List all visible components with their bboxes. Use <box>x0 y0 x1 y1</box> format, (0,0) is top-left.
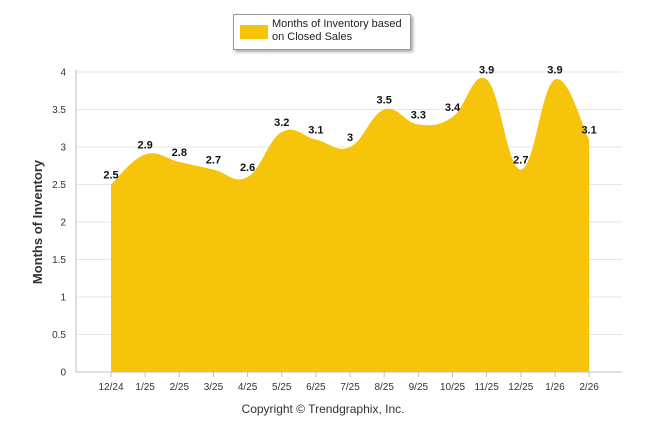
x-tick-label: 2/25 <box>170 382 190 393</box>
legend-series-name: Months of Inventory based on Closed Sale… <box>272 18 402 43</box>
legend-swatch <box>240 25 268 39</box>
data-label: 3.9 <box>547 65 562 77</box>
area-series-fill <box>111 77 590 373</box>
data-label: 3.4 <box>445 102 461 114</box>
y-axis-label: Months of Inventory <box>30 159 45 284</box>
y-tick-label: 4 <box>60 68 66 79</box>
x-tick-labels: 12/24 1/25 2/25 3/25 4/25 5/25 6/25 7/25 8/25 9/2… <box>98 372 599 393</box>
y-tick-label: 1.5 <box>52 255 66 266</box>
data-label: 2.7 <box>206 155 221 167</box>
y-tick-label: 3 <box>60 143 66 154</box>
data-label: 2.7 <box>513 155 528 167</box>
x-tick-label: 1/25 <box>135 382 155 393</box>
legend[interactable]: Months of Inventory based on Closed Sale… <box>233 14 411 50</box>
data-label: 3.1 <box>308 125 323 137</box>
y-tick-label: 3.5 <box>52 105 66 116</box>
x-tick-label: 4/25 <box>238 382 258 393</box>
x-tick-label: 12/24 <box>98 382 123 393</box>
x-tick-label: 10/25 <box>440 382 465 393</box>
axes <box>75 70 622 373</box>
y-tick-label: 0 <box>60 368 66 379</box>
copyright-footer: Copyright © Trendgraphix, Inc. <box>241 402 405 416</box>
y-tick-label: 2 <box>60 218 66 229</box>
y-tick-labels: 0 0.5 1 1.5 2 2.5 3 3.5 4 <box>52 68 66 379</box>
x-tick-label: 2/26 <box>579 382 599 393</box>
x-tick-label: 5/25 <box>272 382 292 393</box>
data-label: 3.2 <box>274 117 289 129</box>
data-label: 3.3 <box>411 110 426 122</box>
data-label: 3.1 <box>581 125 596 137</box>
x-tick-label: 7/25 <box>340 382 360 393</box>
x-tick-label: 9/25 <box>409 382 429 393</box>
data-labels: 2.5 2.9 2.8 2.7 2.6 3.2 3.1 3 3.5 3.3 3.4 3.9 2.7 3.9… <box>103 65 596 182</box>
x-tick-label: 8/25 <box>374 382 394 393</box>
x-tick-label: 12/25 <box>508 382 533 393</box>
x-tick-label: 6/25 <box>306 382 326 393</box>
data-label: 3.9 <box>479 65 494 77</box>
data-label: 3 <box>347 132 353 144</box>
data-label: 2.9 <box>138 140 153 152</box>
y-tick-label: 2.5 <box>52 180 66 191</box>
data-label: 2.5 <box>103 170 118 182</box>
x-tick-label: 1/26 <box>545 382 565 393</box>
y-tick-label: 0.5 <box>52 330 66 341</box>
y-tick-label: 1 <box>60 293 66 304</box>
x-tick-label: 3/25 <box>204 382 224 393</box>
data-label: 2.6 <box>240 162 255 174</box>
x-tick-label: 11/25 <box>475 382 500 393</box>
data-label: 2.8 <box>172 147 187 159</box>
data-label: 3.5 <box>377 95 392 107</box>
